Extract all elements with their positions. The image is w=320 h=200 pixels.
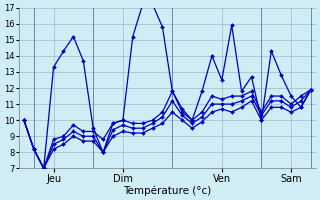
X-axis label: Température (°c): Température (°c)	[123, 185, 212, 196]
